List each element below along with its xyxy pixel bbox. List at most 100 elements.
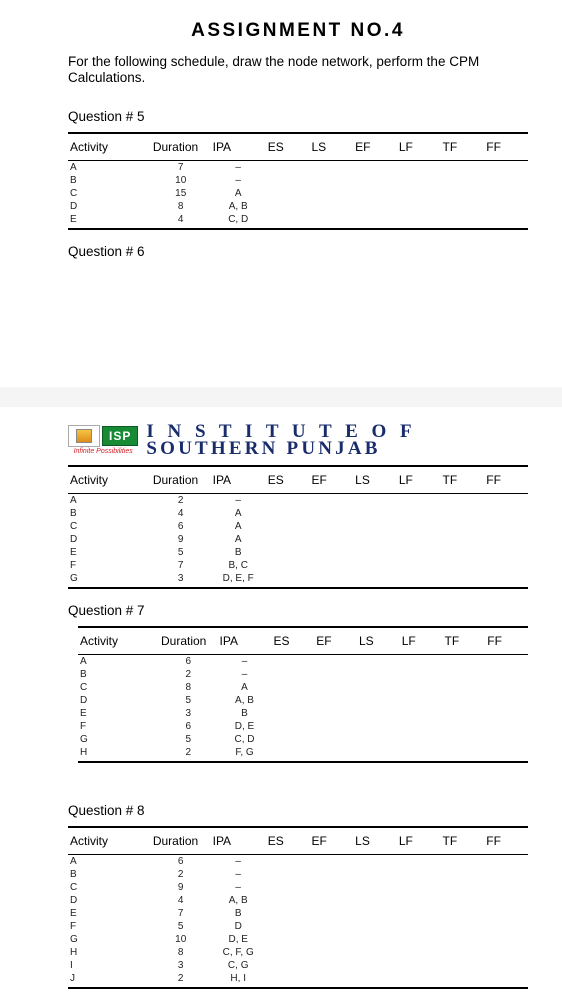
table-cell: 10 [151,174,211,187]
table-cell: 15 [151,187,211,200]
table-cell: 6 [159,720,218,733]
table-cell [309,520,353,533]
table-cell [266,546,310,559]
table-header: ActivityDurationIPAESLSEFLFTFFF [68,133,528,161]
table-cell [441,213,485,229]
table-cell: A [211,507,266,520]
table-cell [484,187,528,200]
table-cell [441,520,485,533]
table-header: ActivityDurationIPAESEFLSLFTFFF [68,466,528,494]
table-row: F6D, E [78,720,528,733]
table-cell [484,161,528,175]
table-cell [441,855,485,869]
col-header: LF [397,133,441,161]
table-cell [353,907,397,920]
table-cell [266,933,310,946]
table-cell [485,720,528,733]
table-cell [266,494,310,508]
question-8-heading: Question # 8 [68,803,528,818]
table-row: F5D [68,920,528,933]
table-cell [443,720,486,733]
col-header: Activity [68,466,151,494]
table-cell: 2 [159,668,218,681]
table-cell [441,920,485,933]
table-cell [441,933,485,946]
table-cell [309,959,353,972]
table-cell [397,494,441,508]
table-cell [441,174,485,187]
table-cell [397,213,441,229]
table-cell [266,972,310,988]
table-row: B2– [68,868,528,881]
col-header: Duration [159,627,218,655]
table-cell: 7 [151,161,211,175]
table-cell [353,494,397,508]
table-cell [266,920,310,933]
table-cell [314,694,357,707]
table-cell [357,720,400,733]
question-7-heading: Question # 7 [68,603,528,618]
table-cell [357,733,400,746]
table-row: C6A [68,520,528,533]
table-cell [309,572,353,588]
table-cell [441,200,485,213]
table-cell: A [218,681,272,694]
table-cell: A [211,187,266,200]
table-cell [272,694,315,707]
isp-logo-block: ISP Infinite Possibilities [68,425,138,455]
col-header: ES [272,627,315,655]
table-cell: B [211,907,266,920]
table-row: B10– [68,174,528,187]
table-cell: C, D [211,213,266,229]
col-header: Duration [151,133,211,161]
table-cell [309,174,353,187]
table-cell: 9 [151,881,211,894]
table-cell [353,933,397,946]
table-cell [314,668,357,681]
table-cell [309,907,353,920]
table-cell [443,655,486,669]
table-cell [484,200,528,213]
table-cell: 6 [151,520,211,533]
question-5-heading: Question # 5 [68,109,528,124]
table-cell [353,894,397,907]
table-cell [397,868,441,881]
table-cell [484,933,528,946]
table-cell [266,868,310,881]
table-cell: G [68,933,151,946]
table-row: G3D, E, F [68,572,528,588]
table-cell: G [68,572,151,588]
table-cell [397,507,441,520]
page-2: ISP Infinite Possibilities I N S T I T U… [0,407,562,999]
table-cell: I [68,959,151,972]
table-cell [266,187,310,200]
col-header: TF [441,827,485,855]
table-cell: H, I [211,972,266,988]
table-cell: E [68,907,151,920]
table-cell [309,868,353,881]
table-row: D9A [68,533,528,546]
table-cell: A, B [211,894,266,907]
table-cell: 7 [151,559,211,572]
table-cell [397,894,441,907]
table-cell: A, B [211,200,266,213]
table-cell [309,200,353,213]
table-cell: C, G [211,959,266,972]
table-cell: A [211,520,266,533]
table-cell [443,694,486,707]
table-cell [441,572,485,588]
table-cell: F [68,920,151,933]
table-cell [397,855,441,869]
table-cell [266,213,310,229]
col-header: ES [266,466,310,494]
table-cell [353,546,397,559]
table-cell [309,920,353,933]
table-cell: A [78,655,159,669]
table-row: A7– [68,161,528,175]
table-row: E7B [68,907,528,920]
table-cell: E [78,707,159,720]
table-cell: 8 [151,200,211,213]
table-cell [397,572,441,588]
table-row: F7B, C [68,559,528,572]
col-header: Duration [151,466,211,494]
